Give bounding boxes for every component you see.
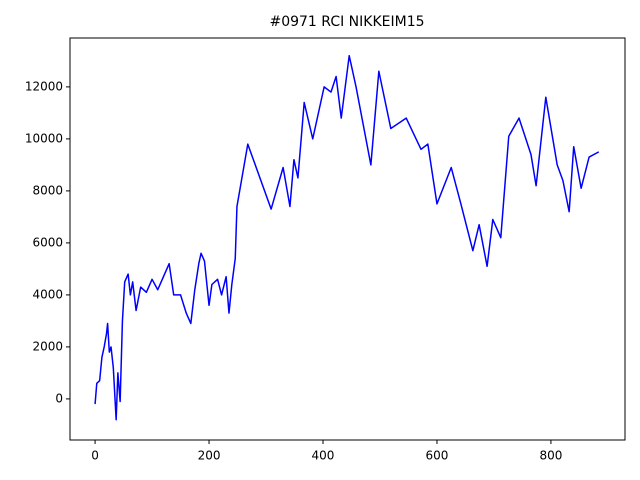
x-tick-label: 400 <box>312 449 335 463</box>
y-tick-label: 8000 <box>32 183 63 197</box>
y-tick-label: 2000 <box>32 339 63 353</box>
chart-title: #0971 RCI NIKKEIM15 <box>269 14 424 30</box>
line <box>94 54 600 421</box>
plot-frame <box>69 37 626 441</box>
y-tick-label: 0 <box>55 391 63 405</box>
y-tick-label: 4000 <box>32 287 63 301</box>
x-tick-label: 0 <box>91 449 99 463</box>
x-tick-label: 200 <box>198 449 221 463</box>
x-tick-label: 600 <box>426 449 449 463</box>
y-tick-label: 10000 <box>25 131 63 145</box>
y-tick-label: 12000 <box>25 79 63 93</box>
y-tick-label: 6000 <box>32 235 63 249</box>
x-tick-label: 800 <box>539 449 562 463</box>
